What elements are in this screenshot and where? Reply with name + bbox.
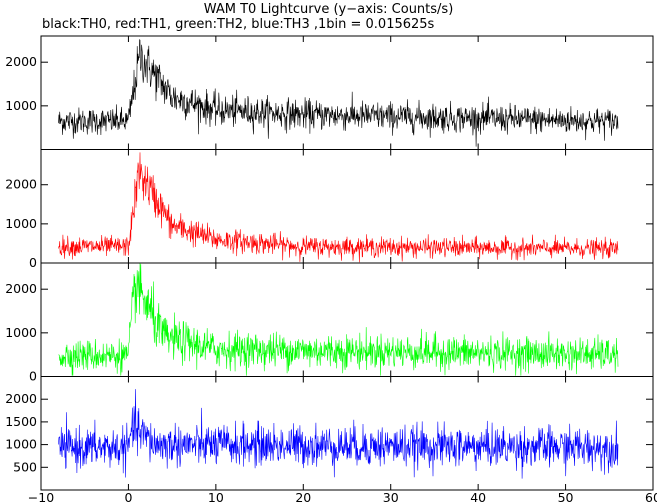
y-tick-label: 1000 xyxy=(5,437,37,452)
series-th1 xyxy=(58,152,619,263)
chart-subtitle: black:TH0, red:TH1, green:TH2, blue:TH3 … xyxy=(42,17,435,32)
x-tick-label: 10 xyxy=(208,490,224,504)
series-th3 xyxy=(58,389,619,479)
series-th2 xyxy=(58,262,619,376)
y-tick-label: 1000 xyxy=(5,216,37,231)
y-tick-label: 1000 xyxy=(5,98,37,113)
series-th0 xyxy=(58,38,619,147)
chart-title: WAM T0 Lightcurve (y−axis: Counts/s) xyxy=(203,2,454,17)
y-tick-label: 1500 xyxy=(5,414,37,429)
y-tick-label: 0 xyxy=(29,369,37,384)
y-tick-label: 2000 xyxy=(5,391,37,406)
y-tick-label: 2000 xyxy=(5,54,37,69)
x-tick-label: 20 xyxy=(295,490,311,504)
x-tick-label: 60 xyxy=(645,490,657,504)
x-tick-label: 30 xyxy=(383,490,399,504)
y-tick-label: 500 xyxy=(13,459,37,474)
x-tick-label: 0 xyxy=(124,490,132,504)
y-tick-label: 1000 xyxy=(5,325,37,340)
y-tick-label: 0 xyxy=(29,255,37,270)
x-tick-label: 50 xyxy=(558,490,574,504)
x-tick-label: −10 xyxy=(28,490,54,504)
y-tick-label: 2000 xyxy=(5,281,37,296)
panel-frame-th3 xyxy=(40,376,654,491)
y-tick-label: 2000 xyxy=(5,177,37,192)
x-tick-label: 40 xyxy=(470,490,486,504)
